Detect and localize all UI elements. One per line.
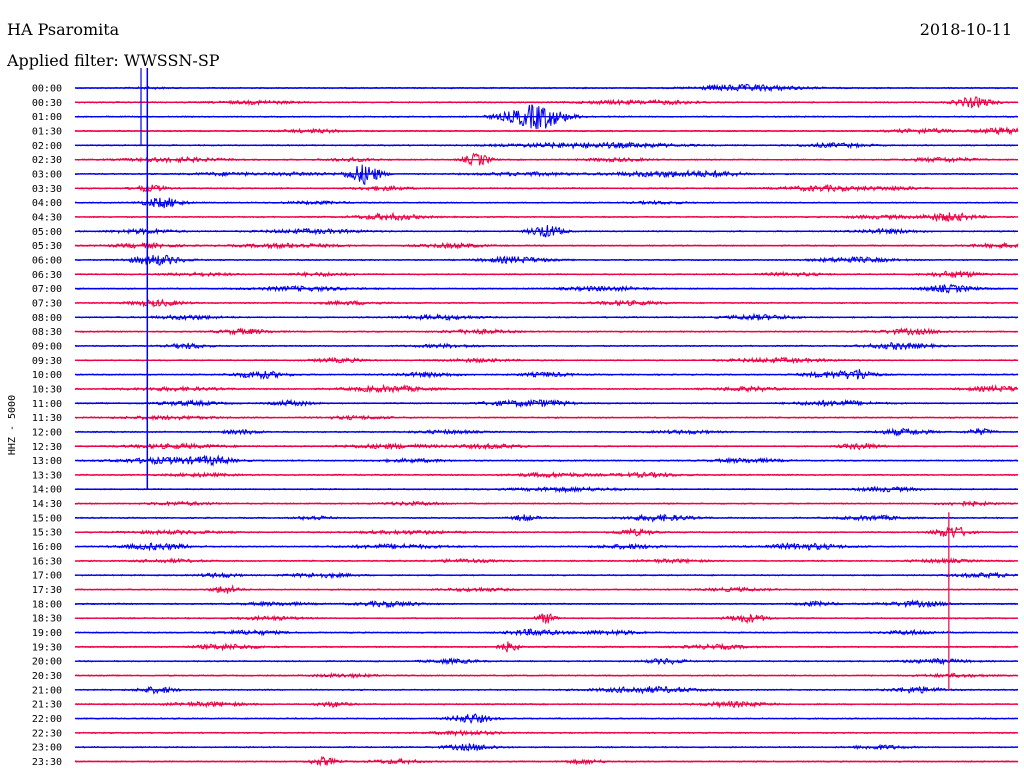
time-tick-label: 01:00 [32,112,62,123]
time-tick-label: 18:00 [32,599,62,610]
date-label: 2018-10-11 [919,20,1012,39]
time-tick-label: 06:30 [32,270,62,281]
time-tick-label: 08:30 [32,327,62,338]
time-tick-label: 18:30 [32,614,62,625]
time-tick-label: 05:30 [32,241,62,252]
event-group [140,68,950,690]
time-tick-label: 04:00 [32,198,62,209]
time-tick-label: 10:00 [32,370,62,381]
time-tick-label: 12:00 [32,427,62,438]
time-tick-label: 11:00 [32,399,62,410]
time-tick-label: 16:30 [32,556,62,567]
time-tick-label: 00:30 [32,98,62,109]
time-tick-label: 06:00 [32,255,62,266]
time-tick-label: 20:00 [32,657,62,668]
time-tick-label: 13:30 [32,470,62,481]
time-tick-label: 19:30 [32,642,62,653]
time-tick-label: 01:30 [32,126,62,137]
time-tick-label: 12:30 [32,442,62,453]
time-tick-label: 07:30 [32,298,62,309]
time-tick-label: 04:30 [32,212,62,223]
time-tick-label: 07:00 [32,284,62,295]
time-tick-label: 02:00 [32,141,62,152]
time-tick-label: 17:30 [32,585,62,596]
time-tick-label: 16:00 [32,542,62,553]
time-tick-label: 23:30 [32,757,62,768]
time-tick-label: 21:30 [32,700,62,711]
time-tick-label: 15:30 [32,528,62,539]
trace-group [74,83,1019,767]
time-tick-label: 17:00 [32,571,62,582]
time-tick-label: 19:00 [32,628,62,639]
time-tick-label: 03:00 [32,169,62,180]
time-tick-label: 22:30 [32,728,62,739]
time-tick-label: 09:30 [32,356,62,367]
time-tick-label: 11:30 [32,413,62,424]
time-tick-label: 13:00 [32,456,62,467]
time-tick-label: 09:00 [32,341,62,352]
filter-label: Applied filter: WWSSN-SP [7,51,220,70]
time-tick-label: 08:00 [32,313,62,324]
time-tick-label: 20:30 [32,671,62,682]
time-tick-group: 00:00 00:30 01:00 01:30 02:00 02:30 03:00 03:30… [32,84,62,769]
time-tick-label: 10:30 [32,384,62,395]
time-tick-label: 15:00 [32,513,62,524]
time-tick-label: 23:00 [32,743,62,754]
time-tick-label: 05:00 [32,227,62,238]
station-title: HA Psaromita [7,20,120,39]
time-tick-label: 14:00 [32,485,62,496]
time-tick-label: 03:30 [32,184,62,195]
time-tick-label: 14:30 [32,499,62,510]
y-axis-label: HHZ - 5000 [7,395,18,455]
time-tick-label: 21:00 [32,685,62,696]
time-tick-label: 02:30 [32,155,62,166]
time-tick-label: 22:00 [32,714,62,725]
time-tick-label: 00:00 [32,84,62,95]
